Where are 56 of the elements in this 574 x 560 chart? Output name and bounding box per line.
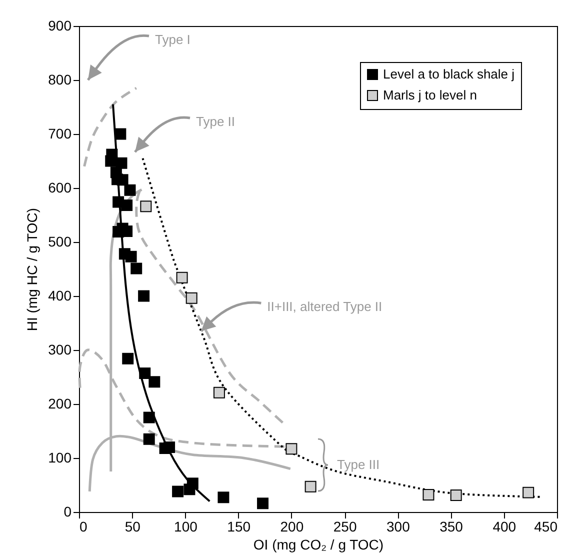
point <box>140 200 152 212</box>
point <box>172 486 184 498</box>
annotation: Type II <box>196 114 236 129</box>
annotation: Type I <box>155 32 190 47</box>
x-tick-label: 200 <box>280 518 304 534</box>
point <box>304 480 316 492</box>
y-tick-label: 800 <box>48 72 72 88</box>
y-tick-label: 200 <box>48 396 72 412</box>
point <box>125 250 137 262</box>
point <box>164 441 176 453</box>
x-tick-label: 50 <box>124 518 141 534</box>
x-tick-label: 100 <box>174 518 198 534</box>
point <box>148 376 160 388</box>
point <box>218 492 230 504</box>
point <box>114 128 126 140</box>
point <box>143 412 155 424</box>
y-tick-label: 900 <box>48 18 72 34</box>
point <box>522 486 534 498</box>
point <box>286 443 298 455</box>
point <box>116 174 128 186</box>
point <box>186 478 198 490</box>
point <box>450 490 462 502</box>
point <box>122 352 134 364</box>
point <box>121 200 133 212</box>
point <box>139 367 151 379</box>
annotation: Type III <box>337 457 380 472</box>
x-axis-title: OI (mg CO₂ / g TOC) <box>253 536 384 552</box>
y-tick-label: 700 <box>48 126 72 142</box>
point <box>176 272 188 284</box>
point <box>130 262 142 274</box>
point <box>105 155 117 167</box>
x-tick-label: 300 <box>386 518 410 534</box>
point <box>143 433 155 445</box>
legend-label: Level a to black shale j <box>383 66 515 82</box>
x-tick-label: 350 <box>440 518 464 534</box>
point <box>422 488 434 500</box>
y-axis-title: HI (mg HC / g TOC) <box>24 208 40 332</box>
y-tick-label: 500 <box>48 234 72 250</box>
x-tick-label: 450 <box>534 518 558 534</box>
point <box>186 292 198 304</box>
y-tick-label: 600 <box>48 180 72 196</box>
y-tick-label: 100 <box>48 450 72 466</box>
point <box>213 386 225 398</box>
legend-label: Marls j to level n <box>383 88 477 102</box>
x-tick-label: 250 <box>333 518 357 534</box>
y-tick-label: 400 <box>48 288 72 304</box>
point <box>124 184 136 196</box>
annotation: II+III, altered Type II <box>267 299 382 314</box>
point <box>138 290 150 302</box>
x-tick-label: 150 <box>227 518 251 534</box>
point <box>257 498 269 510</box>
y-tick-label: 300 <box>48 342 72 358</box>
line-series <box>83 86 138 168</box>
x-tick-label: 0 <box>80 518 88 534</box>
x-tick-label: 400 <box>492 518 516 534</box>
y-tick-label: 0 <box>64 504 72 520</box>
